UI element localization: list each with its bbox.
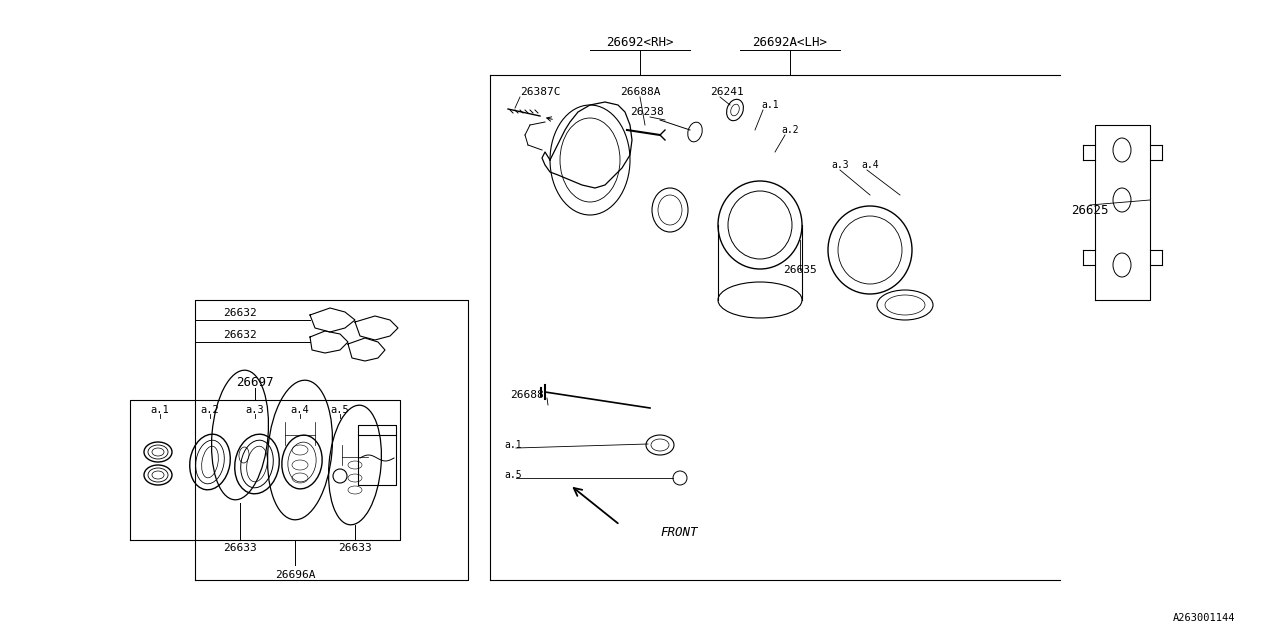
Text: a.2: a.2 bbox=[201, 405, 219, 415]
Text: a.3: a.3 bbox=[831, 160, 849, 170]
Text: 26688A: 26688A bbox=[620, 87, 660, 97]
Text: a.3: a.3 bbox=[246, 405, 265, 415]
Text: a.1: a.1 bbox=[151, 405, 169, 415]
Text: 26387C: 26387C bbox=[520, 87, 561, 97]
Text: 26632: 26632 bbox=[223, 308, 257, 318]
Text: 26688: 26688 bbox=[509, 390, 544, 400]
Text: FRONT: FRONT bbox=[660, 525, 698, 538]
Text: a.1: a.1 bbox=[504, 440, 522, 450]
Text: 26238: 26238 bbox=[630, 107, 664, 117]
Text: 26625: 26625 bbox=[1071, 204, 1108, 216]
Text: 26697: 26697 bbox=[237, 376, 274, 388]
Text: a.2: a.2 bbox=[781, 125, 799, 135]
Text: 26692<RH>: 26692<RH> bbox=[607, 35, 673, 49]
Text: a.5: a.5 bbox=[504, 470, 522, 480]
Text: a.4: a.4 bbox=[291, 405, 310, 415]
Text: 26696A: 26696A bbox=[275, 570, 315, 580]
Text: 26633: 26633 bbox=[338, 543, 372, 553]
Text: A263001144: A263001144 bbox=[1172, 613, 1235, 623]
Text: 26692A<LH>: 26692A<LH> bbox=[753, 35, 827, 49]
Text: 26633: 26633 bbox=[223, 543, 257, 553]
Text: a.1: a.1 bbox=[762, 100, 778, 110]
Text: a.4: a.4 bbox=[861, 160, 879, 170]
Text: 26635: 26635 bbox=[783, 265, 817, 275]
Text: 26241: 26241 bbox=[710, 87, 744, 97]
Text: 26632: 26632 bbox=[223, 330, 257, 340]
Text: a.5: a.5 bbox=[330, 405, 349, 415]
